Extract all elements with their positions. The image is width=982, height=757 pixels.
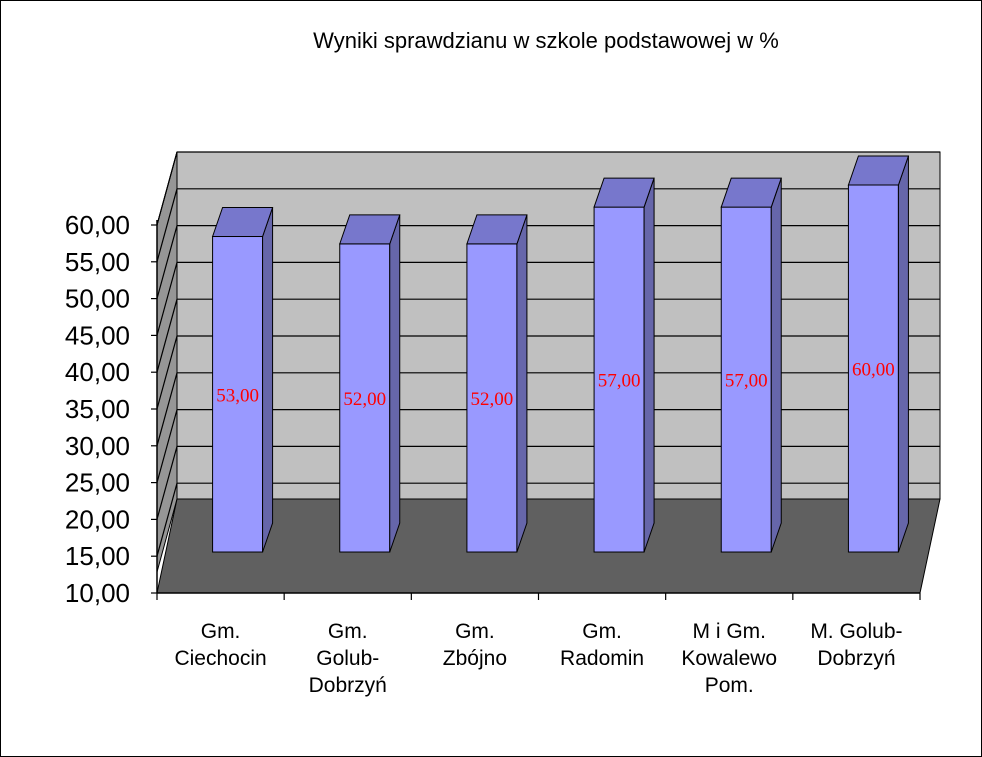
- data-label: 60,00: [852, 360, 895, 381]
- x-tick-label: Gm.: [201, 620, 241, 643]
- data-label: 57,00: [598, 371, 641, 392]
- x-tick-label: Zbójno: [443, 647, 507, 670]
- bar-top: [720, 177, 782, 208]
- y-tick-label: 25,00: [65, 468, 130, 498]
- y-tick-label: 60,00: [65, 210, 130, 240]
- bar-top: [211, 207, 274, 238]
- x-tick-label: Pom.: [705, 674, 754, 697]
- y-tick-label: 30,00: [65, 431, 130, 461]
- floor: [156, 498, 941, 594]
- x-tick-label: Ciechocin: [174, 647, 266, 670]
- bar-side: [262, 207, 274, 553]
- gridline: [156, 299, 178, 373]
- bar-side: [770, 177, 782, 553]
- y-tick-label: 40,00: [65, 357, 130, 387]
- bar-side: [389, 214, 401, 553]
- y-tick-label: 55,00: [65, 247, 130, 277]
- y-tick-label: 20,00: [65, 504, 130, 534]
- bar-top: [847, 155, 910, 186]
- gridline: [156, 225, 178, 299]
- gridline: [156, 262, 178, 336]
- x-tick-label: Gm.: [455, 620, 495, 643]
- bar-side: [643, 177, 655, 553]
- x-tick-label: Radomin: [560, 647, 644, 670]
- x-tick-label: Gm.: [328, 620, 368, 643]
- y-tick-label: 35,00: [65, 394, 130, 424]
- data-label: 57,00: [725, 371, 768, 392]
- bar-top: [339, 214, 401, 245]
- bar-top: [593, 177, 655, 208]
- x-tick-label: M i Gm.: [693, 620, 767, 643]
- x-tick-label: Kowalewo: [681, 647, 777, 670]
- gridline: [156, 335, 178, 410]
- chart-title: Wyniki sprawdzianu w szkole podstawowej …: [313, 28, 779, 53]
- gridline: [156, 188, 178, 262]
- x-tick-label: M. Golub-: [810, 620, 902, 643]
- gridline: [156, 372, 178, 446]
- y-tick-label: 10,00: [65, 578, 130, 608]
- data-label: 52,00: [343, 389, 386, 410]
- bar-top: [466, 214, 528, 245]
- y-tick-label: 50,00: [65, 284, 130, 314]
- gridline: [156, 446, 178, 520]
- y-tick-label: 15,00: [65, 541, 130, 571]
- gridline: [156, 409, 178, 483]
- gridline: [156, 483, 178, 557]
- bar-side: [516, 214, 528, 553]
- bar: [720, 206, 772, 553]
- bar: [847, 184, 899, 553]
- x-tick-label: Dobrzyń: [309, 674, 387, 697]
- bar-side: [897, 155, 909, 553]
- gridline: [156, 151, 178, 226]
- bar: [593, 206, 645, 553]
- data-label: 53,00: [216, 385, 259, 406]
- x-tick-label: Gm.: [582, 620, 622, 643]
- data-label: 52,00: [471, 389, 514, 410]
- y-tick-label: 45,00: [65, 320, 130, 350]
- x-tick-label: Golub-: [316, 647, 379, 670]
- bar: [212, 236, 264, 553]
- x-tick-label: Dobrzyń: [817, 647, 895, 670]
